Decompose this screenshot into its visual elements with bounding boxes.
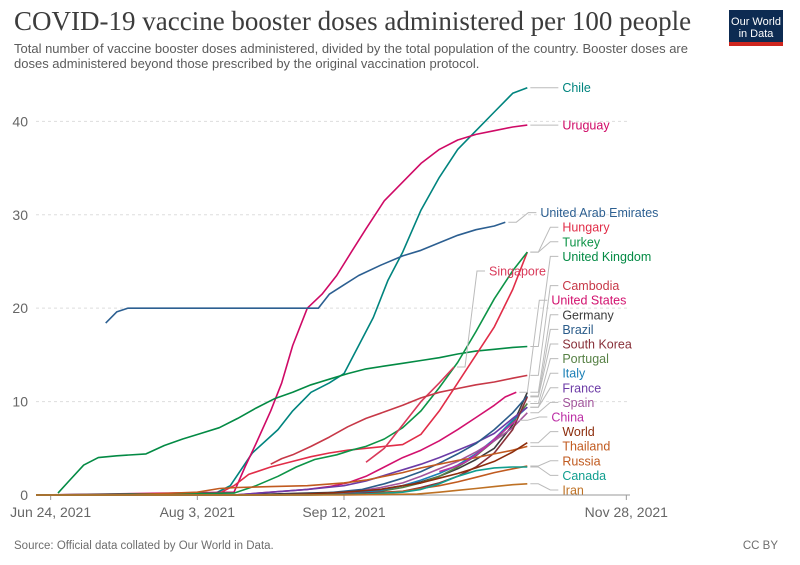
series-label[interactable]: World [562, 425, 594, 439]
label-connector [530, 314, 559, 393]
series-label[interactable]: China [551, 411, 584, 425]
series-label[interactable]: Iran [562, 484, 584, 498]
label-connector [530, 483, 559, 491]
series-line-germany[interactable] [36, 391, 529, 496]
series-label[interactable]: South Korea [562, 338, 632, 352]
series-label[interactable]: Turkey [562, 235, 600, 249]
series-label[interactable]: Singapore [489, 265, 546, 279]
series-label[interactable]: Portugal [562, 352, 609, 366]
label-connector [519, 299, 548, 393]
series-line-united-arab-emirates[interactable] [105, 221, 506, 324]
label-connector [530, 328, 559, 397]
series-line-portugal[interactable] [36, 403, 528, 496]
series-line-hungary[interactable] [36, 251, 529, 496]
y-tick-label: 20 [12, 300, 28, 316]
series-label[interactable]: Russia [562, 454, 600, 468]
series-line-world[interactable] [36, 442, 528, 496]
label-connector [530, 358, 559, 404]
series-label[interactable]: Thailand [562, 440, 610, 454]
owid-logo[interactable]: Our World in Data [729, 10, 783, 46]
label-connector [519, 416, 548, 421]
license-link[interactable]: CC BY [742, 540, 778, 552]
x-tick-label: Nov 28, 2021 [585, 504, 668, 520]
label-connector [530, 431, 559, 444]
series-label[interactable]: Italy [562, 367, 586, 381]
series-label[interactable]: Cambodia [562, 279, 619, 293]
series-label[interactable]: Chile [562, 81, 591, 95]
label-connector [457, 270, 485, 368]
series-label[interactable]: Canada [562, 469, 606, 483]
label-connector [530, 285, 559, 376]
series-line-turkey[interactable] [35, 251, 528, 496]
series-line-iran[interactable] [36, 483, 528, 496]
series-label[interactable]: Spain [562, 396, 594, 410]
source-note[interactable]: Source: Official data collated by Our Wo… [14, 540, 274, 552]
y-tick-label: 0 [20, 487, 28, 503]
y-tick-label: 30 [12, 207, 28, 223]
series-line-cambodia[interactable] [270, 374, 528, 465]
series-line-united-states[interactable] [36, 391, 517, 496]
x-tick-label: Sep 12, 2021 [302, 504, 386, 520]
series-label[interactable]: Hungary [562, 221, 610, 235]
series-line-singapore[interactable] [365, 366, 455, 463]
series-line-south-korea[interactable] [36, 396, 529, 496]
series-label[interactable]: United Kingdom [562, 250, 651, 264]
y-tick-label: 10 [12, 394, 28, 410]
x-tick-label: Aug 3, 2021 [160, 504, 236, 520]
label-connector [530, 343, 559, 398]
series-label[interactable]: Brazil [562, 323, 593, 337]
label-connector [530, 401, 559, 414]
series-line-china[interactable] [439, 419, 517, 473]
series-label[interactable]: United States [551, 294, 626, 308]
series-line-brazil[interactable] [36, 395, 528, 496]
chart-subtitle: Total number of vaccine booster doses ad… [14, 41, 688, 71]
label-connector [530, 466, 559, 476]
series-line-thailand[interactable] [36, 445, 528, 496]
series-line-france[interactable] [36, 406, 528, 496]
y-tick-label: 40 [12, 113, 28, 129]
series-line-united-kingdom[interactable] [57, 345, 528, 494]
label-connector [530, 226, 559, 253]
series-line-uruguay[interactable] [35, 124, 528, 496]
label-connector [530, 255, 559, 347]
logo-line-1: Our World [731, 16, 781, 28]
x-tick-label: Jun 24, 2021 [10, 504, 91, 520]
series-label[interactable]: United Arab Emirates [540, 206, 658, 220]
label-connector [530, 241, 559, 253]
label-connector [530, 387, 559, 408]
logo-line-2: in Data [738, 28, 774, 40]
label-connector [508, 212, 537, 223]
series-label[interactable]: Germany [562, 308, 614, 322]
series-label[interactable]: Uruguay [562, 119, 610, 133]
chart-title: COVID-19 vaccine booster doses administe… [14, 6, 692, 36]
logo-accent-bar [729, 42, 783, 46]
series-label[interactable]: France [562, 381, 601, 395]
series-line-chile[interactable] [35, 86, 528, 496]
label-connector [530, 460, 559, 467]
